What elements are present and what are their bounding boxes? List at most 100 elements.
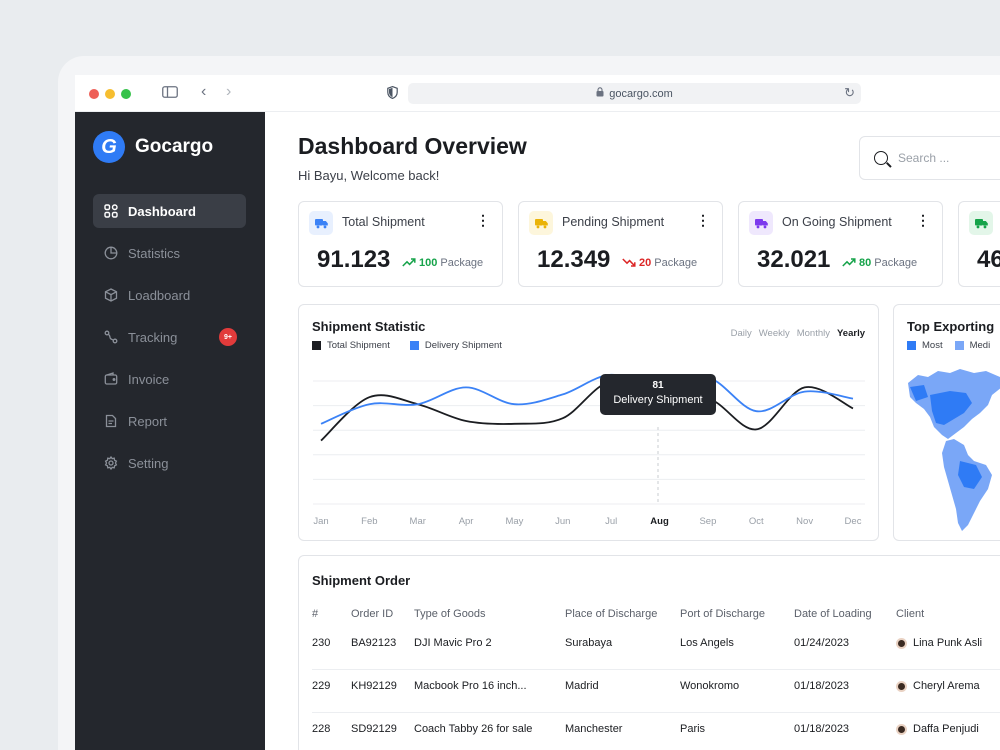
brand-logo[interactable]: G Gocargo [93,131,213,163]
sidebar-item-tracking[interactable]: Tracking 9+ [93,320,246,354]
series-line-delivery-shipment [320,373,854,425]
page-title: Dashboard Overview [298,133,527,159]
cell-place-of-discharge: Surabaya [565,637,613,649]
stat-value: 12.349 [537,246,611,273]
cell-port-of-discharge: Wonokromo [680,680,740,692]
map-title: Top Exporting [907,319,995,334]
column-header-type-of-goods[interactable]: Type of Goods [414,608,486,620]
trend-down-icon [622,256,636,270]
sidebar-item-label: Report [128,413,168,429]
brazil-shape[interactable] [958,461,982,489]
table-row[interactable]: 230 BA92123 DJI Mavic Pro 2 Surabaya Los… [312,627,1000,670]
stat-card-on-going-shipment[interactable]: On Going Shipment ⋮ 32.021 80 Package [738,201,943,287]
delta-value: 80 [859,257,872,269]
close-window-button[interactable] [89,89,99,99]
stat-card-delivered-shipment[interactable]: 46 [958,201,1000,287]
search-icon [874,151,888,165]
browser-window: ‹ › gocargo.com ↻ G Gocargo Dashboard [75,75,1000,750]
table-row[interactable]: 229 KH92129 Macbook Pro 16 inch... Madri… [312,670,1000,713]
x-tick-label: Aug [650,516,669,527]
forward-icon[interactable]: › [226,83,232,100]
welcome-message: Hi Bayu, Welcome back! [298,168,440,183]
more-vertical-icon[interactable]: ⋮ [476,212,490,228]
cell-type-of-goods: Macbook Pro 16 inch... [414,680,527,692]
legend-item-delivery-shipment[interactable]: Delivery Shipment [409,340,502,351]
cell-port-of-discharge: Los Angels [680,637,734,649]
truck-icon [529,211,553,235]
sidebar-item-label: Invoice [128,371,170,387]
usa-shape[interactable] [930,391,972,425]
chart-title: Shipment Statistic [312,319,426,334]
cell-order-id: KH92129 [351,680,397,692]
cell-order-id: SD92129 [351,723,397,735]
sidebar-item-label: Loadboard [128,287,191,303]
minimize-window-button[interactable] [105,89,115,99]
stat-delta: 80 Package [842,256,917,270]
delta-unit: Package [874,257,918,269]
reload-icon[interactable]: ↻ [844,85,855,100]
stat-card-total-shipment[interactable]: Total Shipment ⋮ 91.123 100 Package [298,201,503,287]
sidebar-item-label: Statistics [128,245,181,261]
more-vertical-icon[interactable]: ⋮ [916,212,930,228]
avatar [896,637,907,649]
shield-icon[interactable] [387,85,398,102]
sidebar-item-setting[interactable]: Setting [93,446,246,480]
sidebar-item-loadboard[interactable]: Loadboard [93,278,246,312]
world-map[interactable] [894,305,1000,541]
x-tick-label: Mar [410,516,426,527]
legend-swatch [954,341,964,350]
alaska-shape[interactable] [910,385,928,401]
chart-legend: Total Shipment Delivery Shipment [312,340,502,351]
search-input[interactable] [898,151,988,165]
stat-label: On Going Shipment [782,215,892,229]
table-row[interactable]: 228 SD92129 Coach Tabby 26 for sale Manc… [312,713,1000,750]
client-name: Daffa Penjudi [913,723,979,735]
client-name: Cheryl Arema [913,680,980,692]
period-yearly[interactable]: Yearly [837,328,865,339]
column-header-order-id[interactable]: Order ID [351,608,394,620]
period-monthly[interactable]: Monthly [796,328,830,339]
sidebar-item-dashboard[interactable]: Dashboard [93,194,246,228]
period-daily[interactable]: Daily [730,328,752,339]
x-tick-label: Jan [313,516,328,527]
column-header-date-of-loading[interactable]: Date of Loading [794,608,872,620]
column-header-client[interactable]: Client [896,608,925,620]
shipment-order-card: Shipment Order # Order ID Type of Goods … [298,555,1000,750]
column-header-number[interactable]: # [312,608,319,620]
grid-icon [103,203,119,219]
brand-name: Gocargo [135,136,214,157]
cell-date-of-loading: 01/24/2023 [794,637,850,649]
stat-card-pending-shipment[interactable]: Pending Shipment ⋮ 12.349 20 Package [518,201,723,287]
sidebar-item-invoice[interactable]: Invoice [93,362,246,396]
legend-label: Delivery Shipment [424,340,502,351]
column-header-port-of-discharge[interactable]: Port of Discharge [680,608,765,620]
sidebar-item-label: Tracking [128,329,178,345]
cell-date-of-loading: 01/18/2023 [794,680,850,692]
cell-type-of-goods: DJI Mavic Pro 2 [414,637,492,649]
cell-port-of-discharge: Paris [680,723,706,735]
period-weekly[interactable]: Weekly [758,328,790,339]
column-header-place-of-discharge[interactable]: Place of Discharge [565,608,658,620]
address-bar[interactable]: gocargo.com ↻ [408,83,861,104]
main-content: Dashboard Overview Hi Bayu, Welcome back… [265,112,1000,750]
delta-unit: Package [440,257,484,269]
document-icon [103,413,119,429]
stat-value: 32.021 [757,246,831,273]
delta-value: 20 [639,257,652,269]
maximize-window-button[interactable] [121,89,131,99]
sidebar-toggle-icon[interactable] [162,85,178,101]
sidebar-item-statistics[interactable]: Statistics [93,236,246,270]
search-box[interactable] [859,136,1000,180]
cell-place-of-discharge: Manchester [565,723,623,735]
shipment-statistic-card: Jan Feb Mar Apr May Jun Jul Aug Sep Oct Nov Dec Shi… [298,304,879,541]
stat-value: 46 [977,246,1000,273]
back-icon[interactable]: ‹ [201,83,207,100]
client-name: Lina Punk Asli [913,637,983,649]
legend-item-total-shipment[interactable]: Total Shipment [312,340,390,351]
delta-value: 100 [419,257,438,269]
shipment-line-chart[interactable]: Jan Feb Mar Apr May Jun Jul Aug Sep Oct Nov Dec [299,305,880,542]
stat-value: 91.123 [317,246,391,273]
more-vertical-icon[interactable]: ⋮ [696,212,710,228]
sidebar-item-report[interactable]: Report [93,404,246,438]
cell-order-id: BA92123 [351,637,397,649]
